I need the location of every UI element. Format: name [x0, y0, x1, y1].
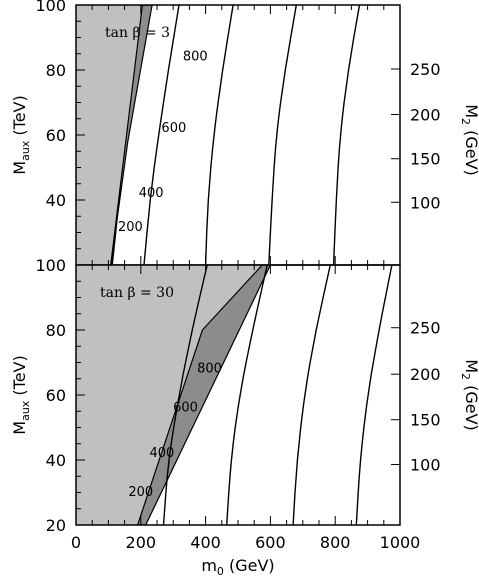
panel-tanbeta-3: 200 400 600 800 40 60 80 100 100 150 200 250 tan …: [10, 0, 479, 266]
y-tick-group: 40 60 80 100: [35, 0, 85, 266]
y-tick-label: 20: [46, 516, 66, 535]
right-tick-label: 250: [410, 60, 441, 79]
excluded-region: [76, 265, 263, 525]
right-tick-label: 100: [410, 193, 441, 212]
contour-group: [162, 265, 393, 525]
panel-label: tan β = 30: [100, 285, 174, 301]
y-tick-group: 20 40 60 80 100: [35, 256, 85, 535]
contour-line-800: [355, 265, 393, 525]
dark-band: [136, 265, 272, 525]
contour-label-group: 200 400 600 800: [128, 361, 222, 500]
panel-tanbeta-30: 200 400 600 800 20 40 60 80 100 100 150 200 250 ta…: [10, 256, 479, 535]
contour-group: [143, 5, 361, 265]
x-tick-label: 0: [71, 533, 81, 552]
x-axis-title: m0 (GeV): [201, 556, 274, 578]
contour-line-400: [204, 5, 234, 265]
excluded-region: [76, 5, 143, 265]
right-axis-title: M2 (GeV): [459, 359, 479, 431]
right-tick-label: 250: [410, 319, 441, 338]
contour-line-600: [268, 5, 297, 265]
contour-label-800: 800: [197, 361, 222, 376]
y-tick-label: 80: [46, 321, 66, 340]
x-tick-labels: 0 200 400 600 800 1000: [71, 533, 420, 552]
right-tick-label: 200: [410, 365, 441, 384]
contour-label-200: 200: [118, 220, 143, 235]
black-sliver: [110, 216, 118, 265]
contour-line-800: [332, 5, 361, 265]
right-tick-group: 100 150 200 250: [391, 319, 441, 475]
y-axis-title: Maux (TeV): [10, 355, 32, 434]
contour-label-400: 400: [139, 186, 164, 201]
x-tick-label: 800: [320, 533, 351, 552]
right-tick-group: 100 150 200 250: [391, 60, 441, 212]
y-tick-label: 40: [46, 451, 66, 470]
x-tick-label: 200: [126, 533, 157, 552]
contour-line-200: [143, 5, 180, 265]
x-tick-group: [75, 265, 401, 525]
contour-line-200: [162, 265, 208, 525]
right-tick-label: 150: [410, 150, 441, 169]
y-tick-label: 60: [46, 126, 66, 145]
contour-line-600: [292, 265, 331, 525]
contour-label-600: 600: [161, 121, 186, 136]
y-tick-label: 60: [46, 386, 66, 405]
x-tick-label: 600: [255, 533, 286, 552]
y-tick-label: 40: [46, 191, 66, 210]
right-axis-title: M2 (GeV): [459, 104, 479, 176]
contour-label-group: 200 400 600 800: [118, 49, 208, 235]
contour-label-400: 400: [149, 446, 174, 461]
contour-line-400: [226, 265, 268, 525]
contour-label-200: 200: [128, 485, 153, 500]
y-tick-label: 80: [46, 61, 66, 80]
contour-label-600: 600: [173, 400, 198, 415]
right-tick-label: 200: [410, 106, 441, 125]
contour-label-800: 800: [183, 49, 208, 64]
panel-label: tan β = 3: [105, 25, 170, 41]
y-tick-label: 100: [35, 0, 66, 15]
x-tick-group: [75, 5, 401, 265]
x-tick-label: 400: [190, 533, 221, 552]
y-tick-label: 100: [35, 256, 66, 275]
right-tick-label: 100: [410, 456, 441, 475]
x-tick-label: 1000: [380, 533, 421, 552]
right-tick-label: 150: [410, 411, 441, 430]
y-axis-title: Maux (TeV): [10, 95, 32, 174]
